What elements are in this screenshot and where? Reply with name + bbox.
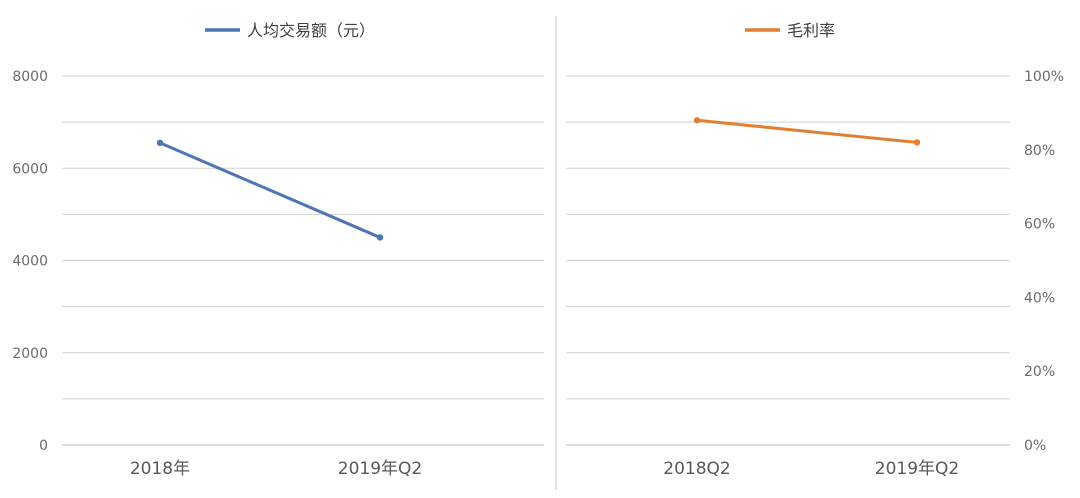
- right-x-tick-label: 2018Q2: [663, 459, 730, 479]
- right-y-tick-label: 100%: [1024, 69, 1064, 85]
- left-chart: 0 2000 4000 6000 8000 2018年 2019年Q2 人均交易额（元）: [12, 21, 544, 479]
- right-gridlines: [566, 75, 1010, 446]
- left-series-group: [156, 139, 384, 241]
- left-x-tick-label: 2018年: [130, 459, 190, 479]
- right-legend-label: 毛利率: [787, 21, 835, 40]
- right-data-point: [693, 117, 701, 124]
- left-y-tick-label: 4000: [12, 254, 48, 270]
- right-x-tick-label: 2019年Q2: [875, 459, 959, 479]
- right-y-axis-ticks: 0% 20% 40% 60% 80% 100%: [1024, 69, 1064, 454]
- left-y-tick-label: 2000: [12, 346, 48, 362]
- right-y-tick-label: 80%: [1024, 143, 1055, 159]
- right-chart: 0% 20% 40% 60% 80% 100% 2018Q2 2019年Q2 毛利率: [566, 21, 1064, 479]
- right-series-line: [696, 118, 918, 144]
- right-data-point: [913, 139, 921, 146]
- right-y-tick-label: 40%: [1024, 290, 1055, 306]
- left-y-axis-ticks: 0 2000 4000 6000 8000: [12, 69, 48, 454]
- right-series-group: [693, 117, 921, 146]
- left-gridlines: [62, 75, 544, 446]
- right-y-tick-label: 60%: [1024, 217, 1055, 233]
- right-y-tick-label: 0%: [1024, 438, 1046, 454]
- left-series-line: [159, 141, 381, 239]
- left-y-tick-label: 6000: [12, 161, 48, 177]
- left-y-tick-label: 8000: [12, 69, 48, 85]
- right-x-axis-ticks: 2018Q2 2019年Q2: [663, 459, 959, 479]
- left-data-point: [376, 234, 384, 241]
- left-legend: 人均交易额（元）: [205, 21, 375, 40]
- left-legend-label: 人均交易额（元）: [247, 21, 375, 40]
- left-x-tick-label: 2019年Q2: [338, 459, 422, 479]
- left-x-axis-ticks: 2018年 2019年Q2: [130, 459, 422, 479]
- right-y-tick-label: 20%: [1024, 364, 1055, 380]
- left-y-tick-label: 0: [39, 438, 48, 454]
- right-legend: 毛利率: [745, 21, 835, 40]
- left-data-point: [156, 139, 164, 147]
